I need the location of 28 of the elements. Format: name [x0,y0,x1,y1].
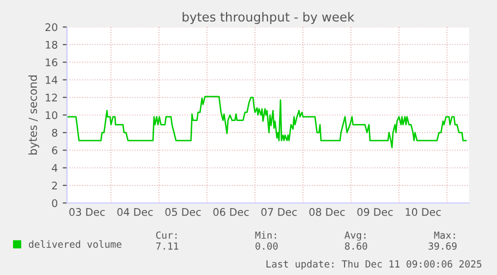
x-tick-label: 09 Dec [357,208,393,216]
line-series [67,96,467,148]
text: Max: 39.69 [428,232,457,250]
y-tick-label: 2 [52,182,57,190]
text: Avg: 8.60 [344,232,368,250]
y-tick-label: 20 [45,23,58,32]
text: Cur: 7.11 [156,231,178,250]
y-tick-label: 6 [52,146,58,154]
y-tick-label: 16 [46,58,58,66]
x-tick-label: 05 Dec [165,208,201,216]
chart-title: bytes throughput - by week [182,12,354,24]
y-tick-label: 12 [46,94,57,102]
y-tick-label: 10 [46,111,58,120]
x-tick-label: 03 Dec [69,208,105,216]
x-tick-label: 06 Dec [213,208,249,216]
text: Min: 0.00 [255,231,278,250]
x-tick-label: 10 Dec [406,208,441,216]
legend-label: delivered volume [28,240,122,248]
y-tick-label: 0 [52,199,58,208]
x-tick-label: 08 Dec [309,208,345,216]
y-tick-label: 18 [46,40,58,49]
y-axis-title: bytes / second [28,75,40,155]
y-tick-label: 14 [46,76,58,84]
x-tick-label: 07 Dec [261,208,297,216]
y-tick-label: 8 [52,128,58,137]
y-tick-label: 4 [52,164,58,172]
text: Last update: Thu Dec 11 09:00:06 2025 [266,260,482,270]
x-tick-label: 04 Dec [117,208,153,216]
